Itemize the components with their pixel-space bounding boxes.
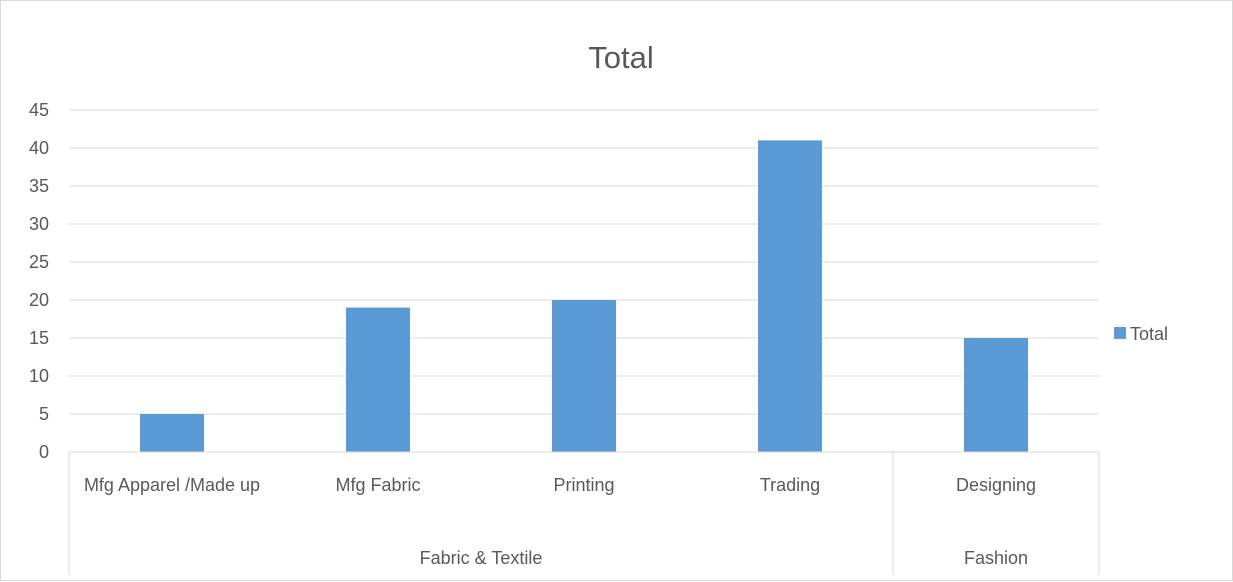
- y-tick-label: 20: [29, 290, 49, 310]
- y-tick-label: 40: [29, 138, 49, 158]
- y-tick-label: 35: [29, 176, 49, 196]
- x-group-label: Fashion: [964, 548, 1028, 568]
- y-tick-label: 0: [39, 442, 49, 462]
- x-category-label: Trading: [760, 475, 820, 495]
- bar-mfg-apparel-made-up: [140, 414, 204, 452]
- x-category-label: Mfg Fabric: [335, 475, 420, 495]
- y-tick-label: 15: [29, 328, 49, 348]
- y-tick-label: 45: [29, 100, 49, 120]
- chart-title: Total: [588, 40, 653, 75]
- bars: [140, 140, 1028, 452]
- bar-trading: [758, 140, 822, 452]
- y-tick-label: 30: [29, 214, 49, 234]
- bar-mfg-fabric: [346, 307, 410, 452]
- x-category-label: Designing: [956, 475, 1036, 495]
- y-tick-label: 25: [29, 252, 49, 272]
- bar-designing: [964, 338, 1028, 452]
- x-category-label: Mfg Apparel /Made up: [84, 475, 260, 495]
- y-tick-label: 5: [39, 404, 49, 424]
- x-group-label: Fabric & Textile: [420, 548, 543, 568]
- y-tick-label: 10: [29, 366, 49, 386]
- legend-swatch: [1114, 327, 1126, 339]
- legend: Total: [1114, 324, 1168, 344]
- x-category-label: Printing: [553, 475, 614, 495]
- bar-printing: [552, 300, 616, 452]
- y-axis-ticks: 0 5 10 15 20 25 30 35 40 45: [29, 100, 49, 462]
- x-axis: Mfg Apparel /Made up Mfg Fabric Printing Tr…: [68, 451, 1100, 575]
- legend-label: Total: [1130, 324, 1168, 344]
